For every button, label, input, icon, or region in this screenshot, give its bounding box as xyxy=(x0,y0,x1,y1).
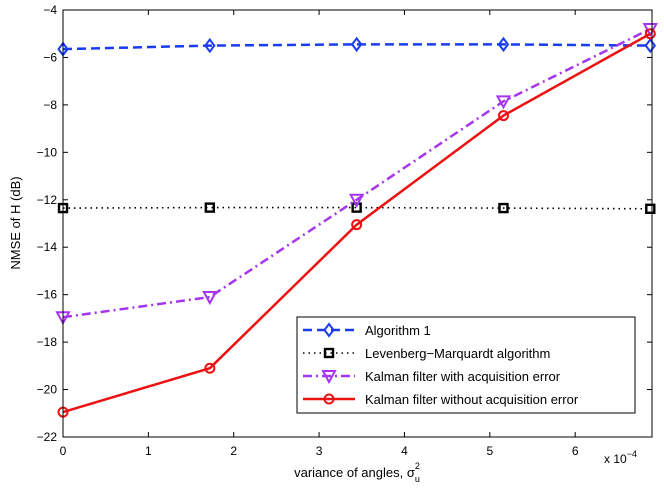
data-point xyxy=(644,28,656,40)
series-4 xyxy=(57,28,656,418)
legend-entry: Kalman filter with acquisition error xyxy=(303,369,561,385)
data-point xyxy=(202,291,218,306)
legend-marker xyxy=(321,370,337,385)
series-2 xyxy=(57,202,656,214)
x-exponent-power: −4 xyxy=(627,449,637,459)
y-tick-label: −6 xyxy=(43,50,57,64)
x-tick-label: 0 xyxy=(60,444,67,458)
data-point xyxy=(204,37,216,54)
series-line xyxy=(62,27,651,319)
y-tick-label: −18 xyxy=(37,335,58,349)
data-point xyxy=(497,110,509,122)
y-tick-label: −20 xyxy=(37,383,58,397)
x-tick-label: 6 xyxy=(572,444,579,458)
y-tick-label: −10 xyxy=(37,145,58,159)
y-tick-label: −12 xyxy=(37,193,58,207)
data-point xyxy=(495,95,512,110)
x-axis-label-sub: u xyxy=(415,474,420,484)
legend-marker xyxy=(323,347,335,359)
legend-label: Kalman filter with acquisition error xyxy=(365,369,561,384)
y-tick-label: −22 xyxy=(37,430,58,444)
x-tick-label: 3 xyxy=(316,444,323,458)
legend-label: Algorithm 1 xyxy=(365,323,431,338)
x-tick-label: 2 xyxy=(230,444,237,458)
legend-entry: Levenberg−Marquardt algorithm xyxy=(303,346,550,361)
data-point xyxy=(350,36,363,53)
y-axis-label: NMSE of H (dB) xyxy=(8,176,23,269)
legend-marker xyxy=(323,393,335,405)
data-point xyxy=(348,193,365,208)
y-tick-label: −14 xyxy=(37,240,58,254)
x-axis-label-sup: 2 xyxy=(415,461,420,471)
data-point xyxy=(204,362,216,374)
data-point xyxy=(497,36,510,53)
legend: Algorithm 1 Levenberg−Marquardt algorithm… xyxy=(296,316,636,414)
x-axis-label-main: variance of angles, σ xyxy=(294,465,415,480)
x-tick-label: 5 xyxy=(486,444,493,458)
series-line xyxy=(62,32,651,414)
legend-label: Kalman filter without acquisition error xyxy=(365,392,579,407)
x-exponent-base: x 10 xyxy=(604,452,627,466)
data-point xyxy=(204,202,216,213)
legend-box xyxy=(296,316,636,414)
x-tick-label: 4 xyxy=(401,444,408,458)
legend-entry: Algorithm 1 xyxy=(303,322,431,338)
legend-entry: Kalman filter without acquisition error xyxy=(303,392,579,407)
data-point xyxy=(351,219,363,231)
data-point xyxy=(498,202,509,214)
data-point xyxy=(645,203,656,214)
legend-label: Levenberg−Marquardt algorithm xyxy=(365,346,550,361)
y-tick-label: −4 xyxy=(43,3,57,17)
y-tick-label: −8 xyxy=(43,98,57,112)
legend-marker xyxy=(323,322,335,338)
plot-frame xyxy=(62,9,653,438)
y-tick-label: −16 xyxy=(37,288,58,302)
x-exponent-label: x 10−4 xyxy=(604,449,637,466)
data-point xyxy=(644,37,657,54)
x-axis-label: variance of angles, σu 2 xyxy=(294,461,420,484)
data-point xyxy=(351,202,362,213)
x-tick-label: 1 xyxy=(145,444,152,458)
